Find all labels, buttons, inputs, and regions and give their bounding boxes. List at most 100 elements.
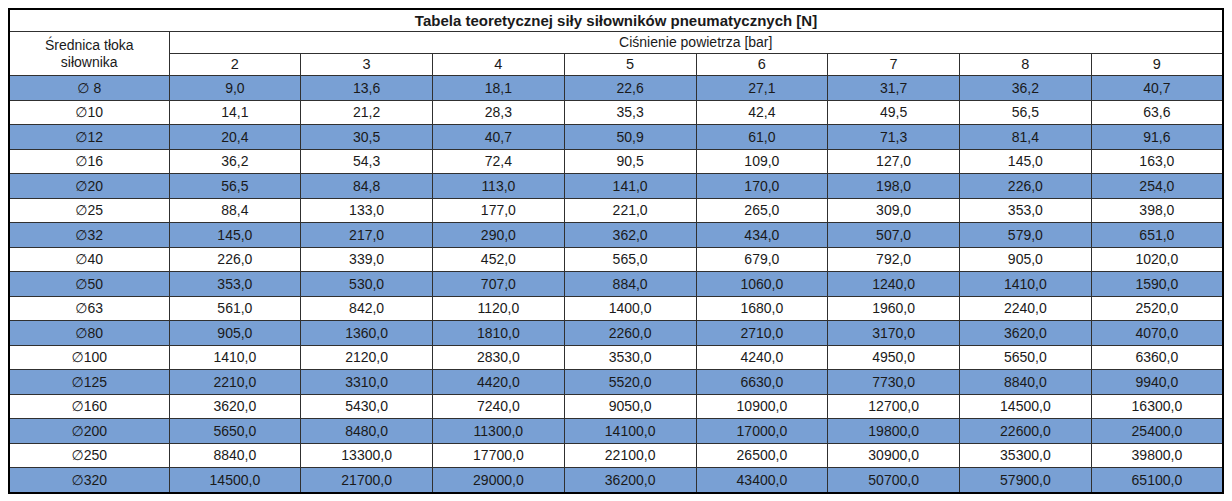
force-cell: 18,1 bbox=[433, 76, 565, 101]
table-row: ∅50353,0530,0707,0884,01060,01240,01410,… bbox=[9, 272, 1223, 297]
force-cell: 561,0 bbox=[169, 296, 301, 321]
force-cell: 884,0 bbox=[564, 272, 696, 297]
force-cell: 13300,0 bbox=[301, 443, 433, 468]
force-cell: 21,2 bbox=[301, 100, 433, 125]
force-cell: 11300,0 bbox=[433, 419, 565, 444]
force-cell: 20,4 bbox=[169, 125, 301, 150]
force-cell: 1020,0 bbox=[1091, 247, 1223, 272]
force-cell: 3620,0 bbox=[169, 394, 301, 419]
force-cell: 113,0 bbox=[433, 174, 565, 199]
force-cell: 5520,0 bbox=[564, 370, 696, 395]
force-cell: 6360,0 bbox=[1091, 345, 1223, 370]
pressure-col-header: 7 bbox=[828, 54, 960, 76]
force-cell: 36200,0 bbox=[564, 468, 696, 493]
diameter-cell: ∅ 8 bbox=[9, 76, 169, 101]
diameter-cell: ∅10 bbox=[9, 100, 169, 125]
pressure-col-header: 3 bbox=[301, 54, 433, 76]
force-cell: 61,0 bbox=[696, 125, 828, 150]
force-cell: 7240,0 bbox=[433, 394, 565, 419]
force-cell: 21700,0 bbox=[301, 468, 433, 493]
table-row: ∅63561,0842,01120,01400,01680,01960,0224… bbox=[9, 296, 1223, 321]
force-cell: 353,0 bbox=[169, 272, 301, 297]
force-cell: 1410,0 bbox=[960, 272, 1092, 297]
force-cell: 145,0 bbox=[960, 149, 1092, 174]
force-cell: 3310,0 bbox=[301, 370, 433, 395]
force-cell: 88,4 bbox=[169, 198, 301, 223]
force-cell: 9050,0 bbox=[564, 394, 696, 419]
force-cell: 63,6 bbox=[1091, 100, 1223, 125]
force-cell: 1120,0 bbox=[433, 296, 565, 321]
force-cell: 35,3 bbox=[564, 100, 696, 125]
force-cell: 54,3 bbox=[301, 149, 433, 174]
force-cell: 579,0 bbox=[960, 223, 1092, 248]
force-cell: 28,3 bbox=[433, 100, 565, 125]
force-cell: 254,0 bbox=[1091, 174, 1223, 199]
diameter-cell: ∅80 bbox=[9, 321, 169, 346]
force-cell: 2120,0 bbox=[301, 345, 433, 370]
force-cell: 90,5 bbox=[564, 149, 696, 174]
force-cell: 198,0 bbox=[828, 174, 960, 199]
force-cell: 91,6 bbox=[1091, 125, 1223, 150]
force-cell: 362,0 bbox=[564, 223, 696, 248]
force-cell: 81,4 bbox=[960, 125, 1092, 150]
force-cell: 7730,0 bbox=[828, 370, 960, 395]
diameter-cell: ∅63 bbox=[9, 296, 169, 321]
force-cell: 19800,0 bbox=[828, 419, 960, 444]
force-cell: 50700,0 bbox=[828, 468, 960, 493]
force-cell: 50,9 bbox=[564, 125, 696, 150]
diameter-cell: ∅20 bbox=[9, 174, 169, 199]
force-cell: 9940,0 bbox=[1091, 370, 1223, 395]
pressure-col-header: 6 bbox=[696, 54, 828, 76]
force-cell: 339,0 bbox=[301, 247, 433, 272]
force-cell: 127,0 bbox=[828, 149, 960, 174]
force-cell: 71,3 bbox=[828, 125, 960, 150]
force-cell: 792,0 bbox=[828, 247, 960, 272]
table-row: ∅1603620,05430,07240,09050,010900,012700… bbox=[9, 394, 1223, 419]
force-cell: 842,0 bbox=[301, 296, 433, 321]
force-table: Tabela teoretycznej siły siłowników pneu… bbox=[8, 8, 1224, 494]
force-cell: 2260,0 bbox=[564, 321, 696, 346]
page: Tabela teoretycznej siły siłowników pneu… bbox=[0, 0, 1232, 501]
force-cell: 14,1 bbox=[169, 100, 301, 125]
table-row: ∅2056,584,8113,0141,0170,0198,0226,0254,… bbox=[9, 174, 1223, 199]
diameter-cell: ∅50 bbox=[9, 272, 169, 297]
pressure-col-header: 9 bbox=[1091, 54, 1223, 76]
force-cell: 5650,0 bbox=[960, 345, 1092, 370]
force-cell: 65100,0 bbox=[1091, 468, 1223, 493]
force-cell: 36,2 bbox=[169, 149, 301, 174]
force-cell: 16300,0 bbox=[1091, 394, 1223, 419]
force-cell: 27,1 bbox=[696, 76, 828, 101]
table-row: ∅40226,0339,0452,0565,0679,0792,0905,010… bbox=[9, 247, 1223, 272]
table-row: ∅ 89,013,618,122,627,131,736,240,7 bbox=[9, 76, 1223, 101]
force-cell: 10900,0 bbox=[696, 394, 828, 419]
force-cell: 8840,0 bbox=[169, 443, 301, 468]
force-cell: 49,5 bbox=[828, 100, 960, 125]
diameter-cell: ∅32 bbox=[9, 223, 169, 248]
force-cell: 72,4 bbox=[433, 149, 565, 174]
force-cell: 398,0 bbox=[1091, 198, 1223, 223]
force-cell: 1960,0 bbox=[828, 296, 960, 321]
force-cell: 43400,0 bbox=[696, 468, 828, 493]
force-cell: 1240,0 bbox=[828, 272, 960, 297]
force-cell: 29000,0 bbox=[433, 468, 565, 493]
force-cell: 679,0 bbox=[696, 247, 828, 272]
force-cell: 905,0 bbox=[169, 321, 301, 346]
force-cell: 145,0 bbox=[169, 223, 301, 248]
table-row: ∅2005650,08480,011300,014100,017000,0198… bbox=[9, 419, 1223, 444]
force-cell: 22100,0 bbox=[564, 443, 696, 468]
force-cell: 57900,0 bbox=[960, 468, 1092, 493]
table-row: ∅1220,430,540,750,961,071,381,491,6 bbox=[9, 125, 1223, 150]
force-cell: 14100,0 bbox=[564, 419, 696, 444]
force-cell: 56,5 bbox=[960, 100, 1092, 125]
force-cell: 39800,0 bbox=[1091, 443, 1223, 468]
force-cell: 170,0 bbox=[696, 174, 828, 199]
pressure-col-header: 2 bbox=[169, 54, 301, 76]
force-cell: 530,0 bbox=[301, 272, 433, 297]
force-cell: 3170,0 bbox=[828, 321, 960, 346]
force-cell: 25400,0 bbox=[1091, 419, 1223, 444]
force-cell: 42,4 bbox=[696, 100, 828, 125]
table-row: ∅1252210,03310,04420,05520,06630,07730,0… bbox=[9, 370, 1223, 395]
table-header: Tabela teoretycznej siły siłowników pneu… bbox=[9, 9, 1223, 76]
force-cell: 141,0 bbox=[564, 174, 696, 199]
force-cell: 1810,0 bbox=[433, 321, 565, 346]
